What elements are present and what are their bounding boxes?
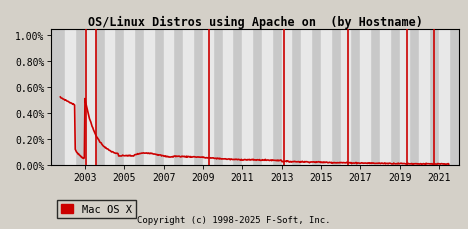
Bar: [203, 30, 213, 165]
Bar: [380, 30, 390, 165]
Bar: [85, 30, 95, 165]
Text: Copyright (c) 1998-2025 F-Soft, Inc.: Copyright (c) 1998-2025 F-Soft, Inc.: [137, 215, 331, 224]
Bar: [360, 30, 370, 165]
Bar: [321, 30, 331, 165]
Bar: [183, 30, 193, 165]
Bar: [400, 30, 410, 165]
Bar: [341, 30, 351, 165]
Bar: [104, 30, 114, 165]
Bar: [301, 30, 311, 165]
Bar: [65, 30, 75, 165]
Bar: [419, 30, 429, 165]
Bar: [242, 30, 252, 165]
Bar: [144, 30, 154, 165]
Bar: [262, 30, 272, 165]
Bar: [223, 30, 233, 165]
Bar: [439, 30, 449, 165]
Bar: [164, 30, 174, 165]
Title: OS/Linux Distros using Apache on  (by Hostname): OS/Linux Distros using Apache on (by Hos…: [88, 16, 423, 29]
Legend: Mac OS X: Mac OS X: [57, 200, 136, 218]
Bar: [124, 30, 134, 165]
Bar: [282, 30, 292, 165]
